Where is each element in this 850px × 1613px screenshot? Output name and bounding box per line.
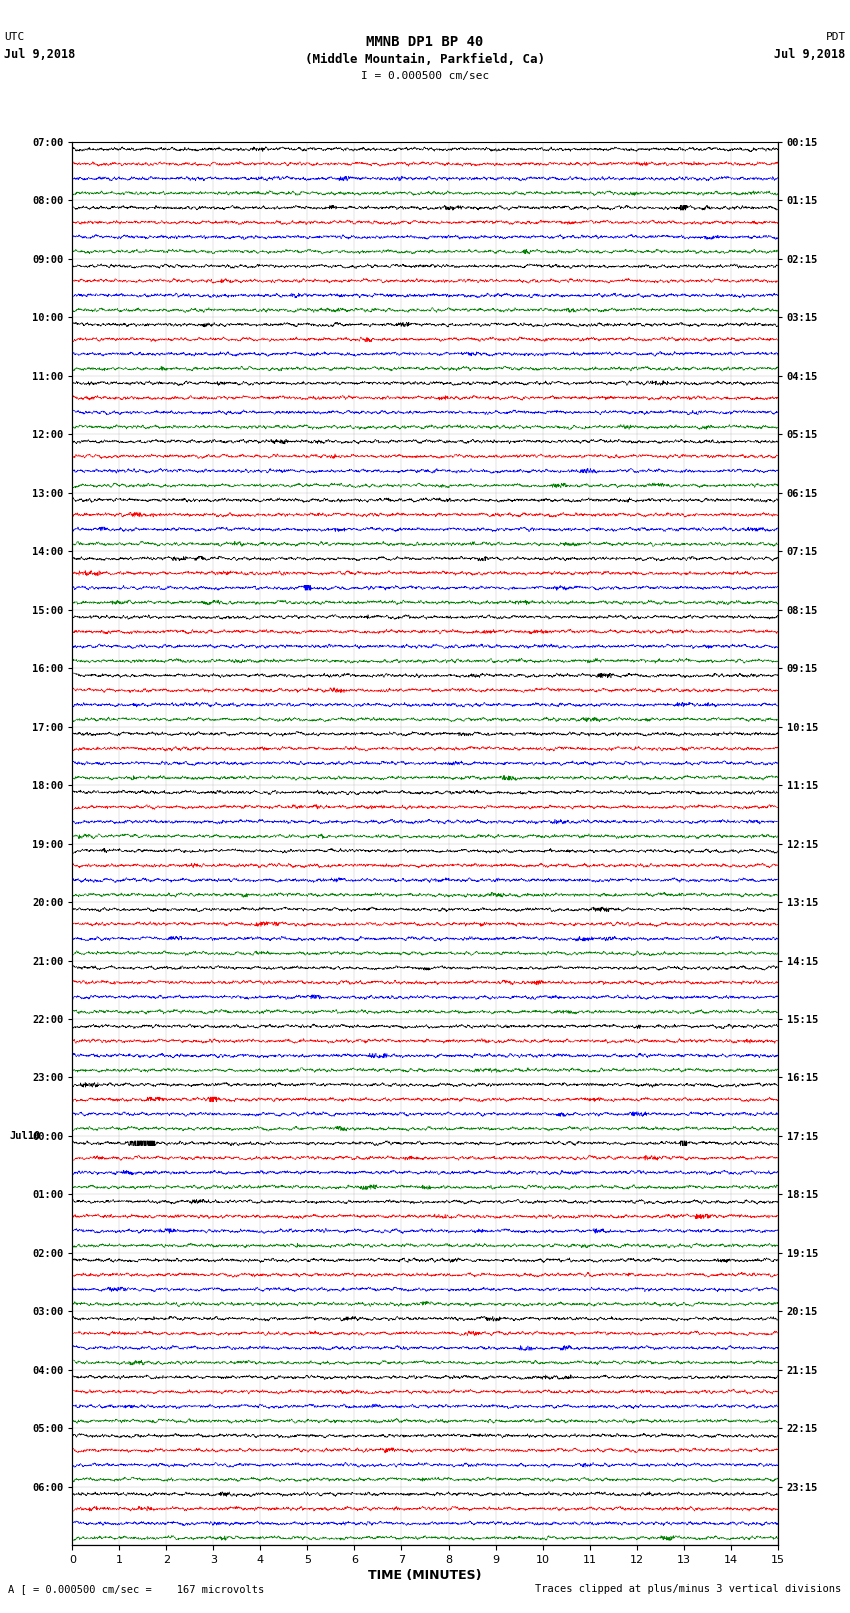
Text: Traces clipped at plus/minus 3 vertical divisions: Traces clipped at plus/minus 3 vertical … <box>536 1584 842 1594</box>
Text: Jul 9,2018: Jul 9,2018 <box>774 48 846 61</box>
Text: (Middle Mountain, Parkfield, Ca): (Middle Mountain, Parkfield, Ca) <box>305 53 545 66</box>
Text: UTC: UTC <box>4 32 25 42</box>
Text: Jul 9,2018: Jul 9,2018 <box>4 48 76 61</box>
Text: MMNB DP1 BP 40: MMNB DP1 BP 40 <box>366 35 484 50</box>
X-axis label: TIME (MINUTES): TIME (MINUTES) <box>368 1569 482 1582</box>
Text: A [ = 0.000500 cm/sec =    167 microvolts: A [ = 0.000500 cm/sec = 167 microvolts <box>8 1584 264 1594</box>
Text: I = 0.000500 cm/sec: I = 0.000500 cm/sec <box>361 71 489 81</box>
Text: PDT: PDT <box>825 32 846 42</box>
Text: Jul10: Jul10 <box>9 1131 41 1140</box>
